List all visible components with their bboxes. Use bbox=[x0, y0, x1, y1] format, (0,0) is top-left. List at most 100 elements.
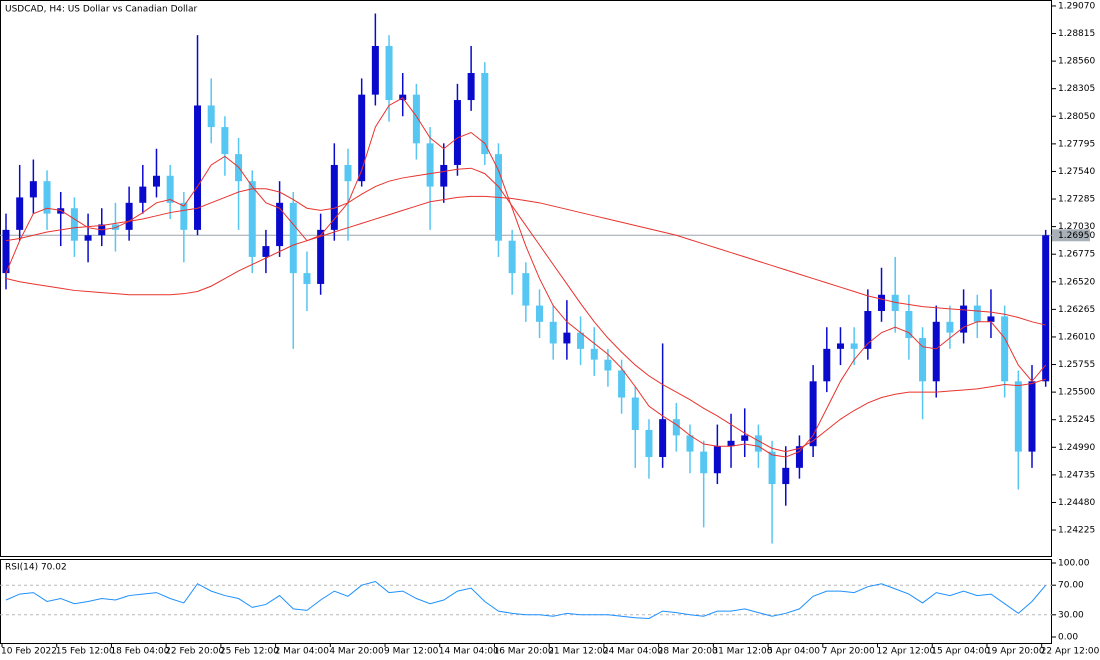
y-tick-label: 100.00 bbox=[1058, 559, 1090, 569]
candle-body bbox=[317, 229, 325, 284]
candle-body bbox=[618, 370, 626, 398]
candle-body bbox=[563, 332, 571, 344]
y-tick-label: 70.00 bbox=[1058, 581, 1084, 591]
y-tick-label: 1.27030 bbox=[1058, 222, 1095, 232]
candle-body bbox=[836, 343, 844, 349]
candle-body bbox=[946, 321, 954, 333]
candle-body bbox=[467, 73, 475, 101]
candle-body bbox=[522, 273, 530, 306]
y-tick-label: 1.25245 bbox=[1058, 415, 1095, 425]
x-tick-label: 18 Feb 04:00 bbox=[110, 647, 169, 657]
candle-body bbox=[440, 164, 448, 187]
candle-body bbox=[1001, 316, 1009, 382]
x-tick-label: 22 Apr 12:00 bbox=[1041, 647, 1100, 657]
x-tick-label: 22 Feb 20:00 bbox=[165, 647, 224, 657]
candle-body bbox=[221, 127, 229, 155]
candle-body bbox=[659, 419, 667, 458]
candle-body bbox=[508, 240, 516, 274]
x-tick-label: 12 Apr 12:00 bbox=[877, 647, 936, 657]
candle-body bbox=[262, 246, 270, 257]
x-tick-label: 7 Apr 20:00 bbox=[822, 647, 875, 657]
candle-body bbox=[207, 105, 215, 128]
candle-body bbox=[768, 451, 776, 485]
current-price-box bbox=[1052, 229, 1090, 242]
candle-body bbox=[2, 229, 10, 274]
candle-body bbox=[453, 100, 461, 165]
x-tick-label: 10 Feb 2022 bbox=[1, 647, 57, 657]
x-tick-label: 5 Apr 04:00 bbox=[767, 647, 820, 657]
y-tick-label: 1.27795 bbox=[1058, 139, 1095, 149]
moving-average bbox=[5, 195, 1046, 326]
y-tick-label: 30.00 bbox=[1058, 610, 1084, 620]
candle-body bbox=[29, 181, 37, 198]
candle-body bbox=[125, 202, 133, 230]
y-tick-label: 1.24990 bbox=[1058, 443, 1095, 453]
candle-body bbox=[686, 435, 694, 452]
candle-body bbox=[1014, 381, 1022, 452]
candle-body bbox=[139, 186, 147, 203]
candle-body bbox=[1042, 235, 1050, 382]
x-tick-label: 15 Feb 12:00 bbox=[56, 647, 115, 657]
candle-body bbox=[84, 235, 92, 241]
chart-title: USDCAD, H4: US Dollar vs Canadian Dollar bbox=[5, 5, 198, 15]
current-price-label: 1.26950 bbox=[1058, 231, 1095, 241]
candle-body bbox=[16, 197, 24, 230]
candle-body bbox=[713, 446, 721, 474]
candle-body bbox=[782, 467, 790, 485]
y-tick-label: 1.26265 bbox=[1058, 305, 1095, 315]
moving-average bbox=[5, 167, 1046, 453]
candle-body bbox=[549, 321, 557, 344]
candle-body bbox=[412, 94, 420, 144]
candle-body bbox=[536, 305, 544, 322]
candle-body bbox=[850, 343, 858, 349]
x-tick-label: 15 Apr 04:00 bbox=[931, 647, 990, 657]
y-tick-label: 1.28560 bbox=[1058, 57, 1095, 67]
x-tick-label: 28 Mar 20:00 bbox=[658, 647, 718, 657]
candle-body bbox=[878, 294, 886, 311]
candle-body bbox=[289, 202, 297, 274]
candle-body bbox=[672, 419, 680, 436]
y-tick-label: 0.00 bbox=[1058, 633, 1078, 643]
y-tick-label: 1.26010 bbox=[1058, 332, 1095, 342]
candle-body bbox=[248, 181, 256, 257]
rsi-line bbox=[5, 580, 1047, 620]
candle-body bbox=[330, 164, 338, 230]
x-tick-label: 19 Apr 20:00 bbox=[986, 647, 1045, 657]
x-tick-label: 31 Mar 12:00 bbox=[712, 647, 772, 657]
y-tick-label: 1.25500 bbox=[1058, 388, 1095, 398]
candle-body bbox=[919, 338, 927, 382]
candle-body bbox=[590, 348, 598, 360]
candle-body bbox=[152, 175, 160, 187]
candle-body bbox=[809, 381, 817, 447]
y-tick-label: 1.29070 bbox=[1058, 1, 1095, 11]
candle-body bbox=[864, 310, 872, 349]
y-tick-label: 1.26775 bbox=[1058, 250, 1095, 260]
candle-body bbox=[180, 202, 188, 230]
candle-body bbox=[645, 429, 653, 458]
candle-body bbox=[166, 175, 174, 203]
y-tick-label: 1.24225 bbox=[1058, 526, 1095, 536]
candle-body bbox=[741, 435, 749, 441]
rsi-title: RSI(14) 70.02 bbox=[5, 563, 67, 573]
candle-body bbox=[795, 446, 803, 468]
x-tick-label: 9 Mar 12:00 bbox=[384, 647, 439, 657]
candle-body bbox=[932, 321, 940, 382]
x-tick-label: 24 Mar 04:00 bbox=[603, 647, 663, 657]
candle-body bbox=[344, 164, 352, 182]
candle-body bbox=[70, 208, 78, 241]
candle-body bbox=[385, 45, 393, 101]
candle-body bbox=[960, 305, 968, 333]
candle-body bbox=[973, 305, 981, 322]
candle-body bbox=[754, 435, 762, 452]
candle-body bbox=[987, 316, 995, 322]
x-tick-label: 25 Feb 12:00 bbox=[220, 647, 279, 657]
y-tick-label: 1.24480 bbox=[1058, 498, 1095, 508]
candle-body bbox=[194, 105, 202, 230]
candle-body bbox=[1028, 381, 1036, 452]
y-tick-label: 1.27285 bbox=[1058, 195, 1095, 205]
y-tick-label: 1.28815 bbox=[1058, 29, 1095, 39]
candle-body bbox=[303, 273, 311, 284]
x-tick-label: 4 Mar 20:00 bbox=[329, 647, 384, 657]
